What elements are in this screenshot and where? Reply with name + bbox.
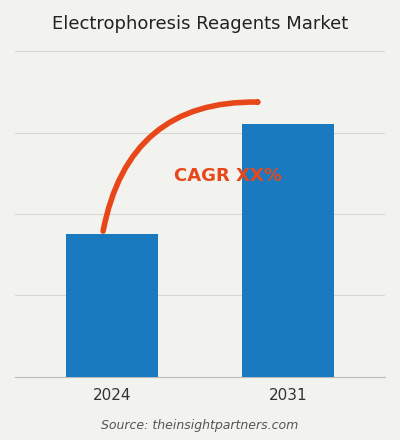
- Text: CAGR XX%: CAGR XX%: [174, 168, 282, 186]
- Bar: [242, 125, 334, 377]
- Bar: [66, 235, 158, 377]
- Title: Electrophoresis Reagents Market: Electrophoresis Reagents Market: [52, 15, 348, 33]
- Text: Source: theinsightpartners.com: Source: theinsightpartners.com: [101, 419, 299, 432]
- FancyArrowPatch shape: [103, 102, 258, 231]
